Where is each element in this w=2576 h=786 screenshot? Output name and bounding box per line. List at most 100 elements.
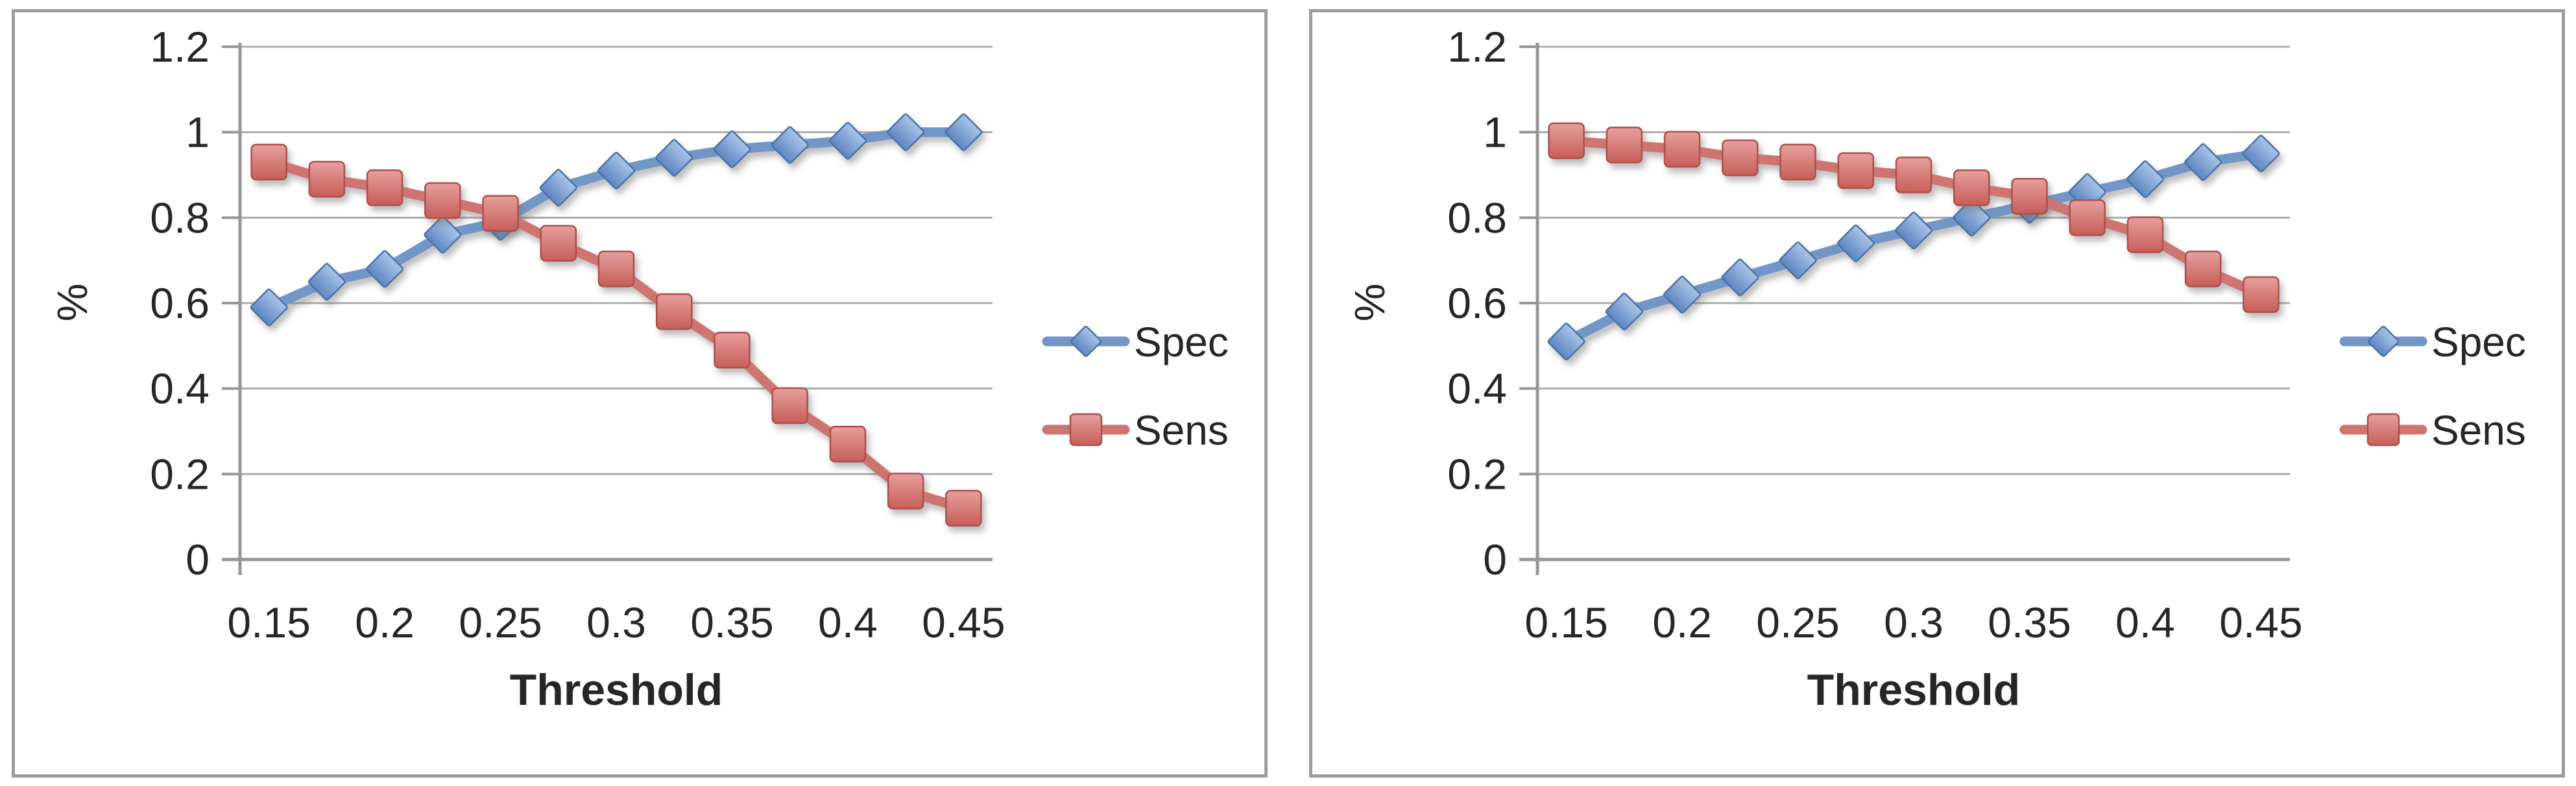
sens-marker-square (250, 143, 287, 180)
y-tick-label: 1.2 (1447, 23, 1507, 71)
y-axis-title: % (48, 284, 96, 322)
spec-marker-diamond (771, 126, 809, 164)
spec-series (250, 113, 983, 326)
sens-marker-square (1779, 143, 1816, 180)
legend-square-marker-icon (1069, 413, 1103, 447)
legend: Spec Sens (2339, 319, 2526, 454)
y-tick-label: 0 (1483, 535, 1507, 583)
left-chart-svg: 1.2 1 0.8 0.6 0.4 0.2 0 0.15 0.2 0.25 0.3 0.35 0.4 0.… (12, 9, 1268, 778)
sens-marker-square (2184, 251, 2222, 288)
sens-marker-square (1953, 169, 1990, 206)
spec-marker-diamond (655, 139, 693, 177)
x-axis-title: Threshold (1807, 665, 2021, 715)
sens-marker-square (887, 473, 924, 510)
sens-series (250, 143, 982, 527)
spec-marker-diamond (2242, 134, 2280, 173)
sens-marker-square (1606, 127, 1643, 164)
spec-marker-diamond (307, 263, 346, 301)
sens-marker-square (771, 387, 808, 424)
sens-marker-square (540, 225, 577, 262)
spec-marker-diamond (1895, 212, 1932, 250)
sens-marker-square (424, 182, 461, 219)
chart-panel-left: 1.2 1 0.8 0.6 0.4 0.2 0 0.15 0.2 0.25 0.3 0.35 0.4 0.… (12, 9, 1268, 778)
x-tick-label: 0.25 (1756, 598, 1839, 646)
y-tick-label: 0.8 (1447, 193, 1507, 241)
y-tick-label: 0.2 (1447, 450, 1507, 498)
legend-item-sens: Sens (1042, 407, 1229, 454)
y-tick-label: 1 (1483, 108, 1507, 156)
y-tick-label: 0.8 (150, 193, 210, 241)
sens-marker-square (655, 293, 693, 330)
sens-marker-square (1895, 156, 1932, 193)
sens-marker-square (1837, 152, 1875, 190)
legend-label-spec: Spec (1134, 319, 1229, 365)
y-tick-label: 1 (186, 108, 210, 156)
sens-marker-square (366, 169, 403, 206)
x-tick-label: 0.15 (227, 598, 310, 646)
spec-marker-diamond (2184, 143, 2222, 181)
spec-marker-diamond (597, 151, 635, 190)
spec-marker-diamond (1547, 323, 1585, 361)
sens-marker-square (2011, 178, 2048, 215)
x-tick-label: 0.35 (1988, 598, 2071, 646)
x-axis-title: Threshold (510, 665, 723, 715)
sens-marker-square (482, 195, 519, 232)
y-tick-label: 0.6 (150, 279, 210, 327)
sens-marker-square (2243, 276, 2280, 313)
sens-marker-square (714, 332, 751, 369)
spec-marker-diamond (1953, 199, 1991, 237)
legend-item-sens: Sens (2339, 407, 2526, 454)
x-tick-label: 0.2 (1652, 598, 1712, 646)
legend-diamond-marker-icon (2367, 325, 2400, 358)
x-tick-label: 0.35 (690, 598, 773, 646)
legend-item-spec: Spec (1042, 319, 1229, 365)
chart-panel-right: 1.2 1 0.8 0.6 0.4 0.2 0 0.15 0.2 0.25 0.3 0.35 0.4 0.… (1309, 9, 2565, 778)
y-tick-label: 0.6 (1447, 279, 1507, 327)
x-tick-label: 0.25 (459, 598, 542, 646)
sens-marker-square (1722, 139, 1759, 177)
x-tick-label: 0.4 (818, 598, 878, 646)
y-tick-label: 0.2 (150, 450, 210, 498)
spec-marker-diamond (945, 113, 983, 151)
legend-diamond-marker-icon (1070, 325, 1102, 358)
sens-series (1548, 122, 2280, 313)
x-tick-label: 0.2 (355, 598, 415, 646)
spec-marker-diamond (1779, 241, 1817, 280)
x-tick-label: 0.3 (586, 598, 646, 646)
legend-item-spec: Spec (2339, 319, 2526, 365)
legend: Spec Sens (1042, 319, 1229, 454)
legend-square-marker-icon (2366, 413, 2400, 447)
x-tick-label: 0.3 (1884, 598, 1944, 646)
spec-marker-diamond (1836, 224, 1875, 262)
x-tick-label: 0.4 (2115, 598, 2175, 646)
spec-marker-diamond (1605, 293, 1643, 331)
y-tick-label: 0.4 (1447, 365, 1507, 413)
x-tick-label: 0.45 (922, 598, 1005, 646)
spec-marker-diamond (539, 169, 577, 207)
sens-marker-square (2126, 216, 2164, 253)
spec-marker-diamond (1663, 275, 1702, 313)
sens-marker-square (1663, 130, 1701, 168)
sens-marker-square (308, 160, 346, 198)
spec-marker-diamond (424, 215, 462, 254)
y-axis-title: % (1345, 284, 1393, 322)
sens-marker-square (597, 251, 635, 288)
y-tick-label: 0.4 (150, 365, 210, 413)
sens-marker-square (945, 489, 982, 527)
spec-marker-diamond (366, 250, 404, 288)
legend-label-sens: Sens (1134, 407, 1229, 454)
spec-marker-diamond (713, 130, 751, 168)
right-chart-svg: 1.2 1 0.8 0.6 0.4 0.2 0 0.15 0.2 0.25 0.3 0.35 0.4 0.… (1309, 9, 2565, 778)
legend-label-sens: Sens (2431, 407, 2526, 454)
spec-marker-diamond (2126, 160, 2164, 199)
sens-marker-square (1548, 122, 1585, 160)
y-tick-label: 1.2 (150, 23, 210, 71)
spec-marker-diamond (828, 121, 867, 160)
spec-marker-diamond (887, 113, 925, 151)
legend-label-spec: Spec (2431, 319, 2526, 365)
panel-border (1309, 9, 2565, 778)
sens-marker-square (2069, 199, 2106, 236)
x-tick-label: 0.45 (2219, 598, 2302, 646)
spec-marker-diamond (250, 288, 288, 326)
